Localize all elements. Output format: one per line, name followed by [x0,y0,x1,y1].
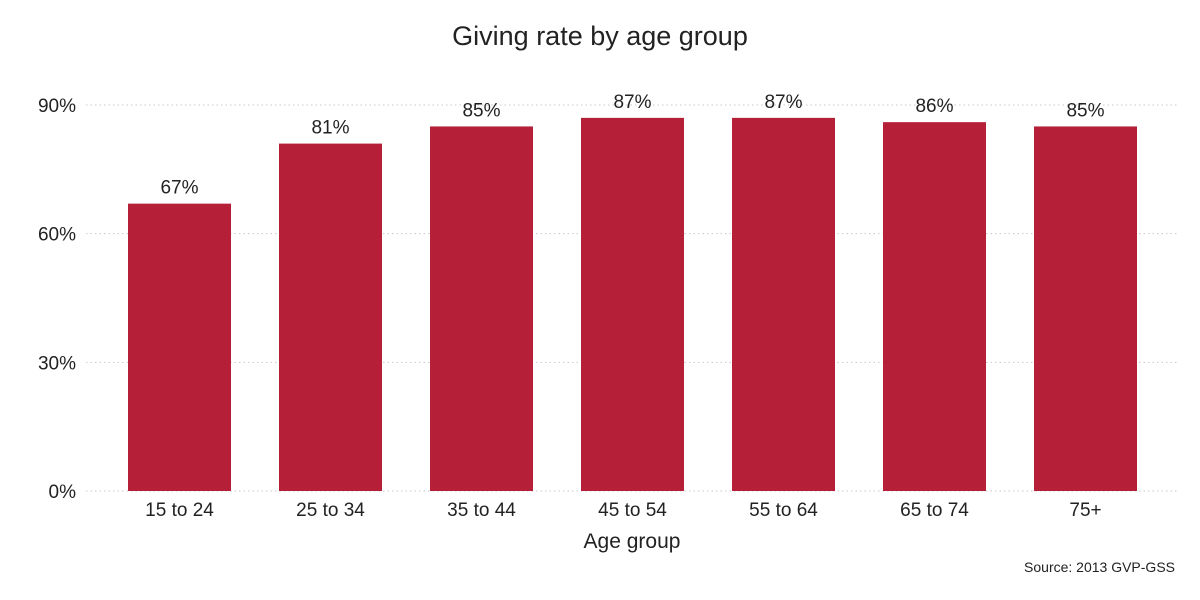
x-tick-label: 55 to 64 [749,500,818,521]
y-tick-label: 60% [38,225,76,246]
bar [128,203,231,491]
x-tick-label: 45 to 54 [598,500,667,521]
y-tick-label: 90% [38,96,76,117]
x-tick-label: 35 to 44 [447,500,516,521]
bar-value-labels: 67% 81% 85% 87% 87% 86% 85% [160,92,1104,199]
bar [732,117,835,491]
x-tick-label: 25 to 34 [296,500,365,521]
bar-value-label: 87% [613,92,651,113]
bar [883,122,986,492]
source-note: Source: 2013 GVP-GSS [1024,559,1175,575]
chart-title: Giving rate by age group [452,21,748,51]
x-axis-title: Age group [584,530,681,553]
bar-value-label: 85% [1066,100,1104,121]
bar [430,126,533,491]
bar [279,143,382,491]
bar-value-label: 67% [160,178,198,199]
bar [581,117,684,491]
bar [1034,126,1137,491]
y-tick-label: 30% [38,353,76,374]
y-tick-label: 0% [49,482,77,503]
y-axis-ticks: 0% 30% 60% 90% [38,96,76,503]
bar-value-label: 85% [462,100,500,121]
bar-value-label: 87% [764,92,802,113]
x-axis-ticks: 15 to 24 25 to 34 35 to 44 45 to 54 55 to 64… [145,500,1101,521]
x-tick-label: 75+ [1069,500,1101,521]
x-tick-label: 15 to 24 [145,500,214,521]
bar-value-label: 86% [915,96,953,117]
bar-value-label: 81% [311,118,349,139]
bars [128,117,1137,492]
x-tick-label: 65 to 74 [900,500,969,521]
